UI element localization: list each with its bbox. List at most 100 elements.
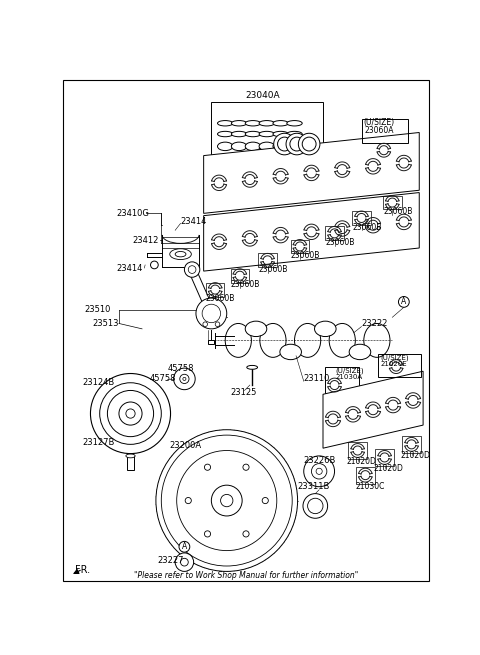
Ellipse shape [287,121,302,126]
Text: 23127B: 23127B [83,438,115,447]
Text: 23226B: 23226B [303,456,336,465]
Text: 23060B: 23060B [258,265,288,274]
Ellipse shape [217,132,233,137]
Bar [127,456,133,470]
Circle shape [196,298,227,329]
Text: 23227: 23227 [157,556,184,565]
Circle shape [204,531,211,537]
Circle shape [398,297,409,307]
Circle shape [243,464,249,470]
Bar [206,283,225,297]
Ellipse shape [175,252,186,257]
Ellipse shape [259,132,275,137]
Bar [230,269,249,283]
Circle shape [185,498,192,504]
Ellipse shape [329,324,355,358]
Bar [197,448,227,477]
Circle shape [299,133,320,155]
Text: 23414: 23414 [117,263,143,272]
Bar [375,449,394,466]
Circle shape [119,402,142,425]
Bar [378,354,421,377]
Text: 45758: 45758 [150,375,176,383]
Ellipse shape [273,121,288,126]
Circle shape [203,322,207,327]
Text: 23513: 23513 [92,319,119,328]
Ellipse shape [245,321,267,337]
Ellipse shape [245,142,261,151]
Ellipse shape [245,121,261,126]
Text: 23060B: 23060B [230,280,260,290]
Ellipse shape [314,321,336,337]
Text: 21020D: 21020D [374,464,404,473]
Circle shape [184,262,200,277]
Circle shape [100,383,161,444]
Text: 45758: 45758 [168,364,194,373]
Text: (U/SIZE): (U/SIZE) [364,118,395,127]
Text: 23510: 23510 [84,305,111,314]
Bar [383,196,402,210]
Text: 23311B: 23311B [298,482,330,491]
Circle shape [215,322,220,327]
Ellipse shape [170,249,192,259]
Circle shape [274,133,295,155]
Text: 23200A: 23200A [169,441,201,449]
Circle shape [202,304,221,323]
Circle shape [204,464,211,470]
Text: 21020D: 21020D [347,457,377,466]
Text: 23222: 23222 [361,319,388,328]
Ellipse shape [231,121,247,126]
Polygon shape [204,132,419,214]
Polygon shape [323,371,423,448]
Bar [348,442,367,459]
Bar [356,466,374,483]
Circle shape [174,368,195,390]
Ellipse shape [259,121,275,126]
Circle shape [243,531,249,537]
Ellipse shape [273,132,288,137]
Text: 23125: 23125 [230,388,257,398]
Ellipse shape [259,142,275,151]
Circle shape [180,374,189,384]
Ellipse shape [349,345,371,360]
Text: (U/SIZE): (U/SIZE) [336,368,364,375]
Circle shape [303,494,328,518]
Text: A: A [401,297,407,307]
Text: 21030A: 21030A [336,375,362,381]
Ellipse shape [287,132,302,137]
Ellipse shape [245,132,261,137]
Ellipse shape [287,142,302,151]
Circle shape [183,377,186,381]
Ellipse shape [217,121,233,126]
Text: 21020E: 21020E [381,360,408,367]
Circle shape [312,464,327,479]
Text: (U/SIZE): (U/SIZE) [381,354,409,361]
Circle shape [308,498,323,514]
Circle shape [290,137,304,151]
Ellipse shape [231,142,247,151]
Bar [258,253,277,267]
Circle shape [316,468,322,474]
Text: 23060B: 23060B [383,208,412,216]
Text: 23060B: 23060B [291,252,320,260]
Text: 23110: 23110 [304,375,330,383]
Circle shape [211,485,242,516]
Circle shape [180,558,188,566]
Circle shape [151,261,158,269]
Text: "Please refer to Work Shop Manual for further information": "Please refer to Work Shop Manual for fu… [134,571,358,580]
Ellipse shape [295,324,321,358]
Bar [208,341,215,345]
Circle shape [161,435,292,566]
Text: 23414: 23414 [180,217,207,225]
Bar [352,211,371,225]
Circle shape [175,553,193,571]
Ellipse shape [247,365,258,369]
Ellipse shape [364,324,390,358]
Circle shape [262,498,268,504]
Text: 23060B: 23060B [352,223,382,232]
Text: 23040A: 23040A [246,91,280,100]
Circle shape [179,542,190,552]
Ellipse shape [231,132,247,137]
Bar [361,119,408,143]
Circle shape [188,266,196,273]
